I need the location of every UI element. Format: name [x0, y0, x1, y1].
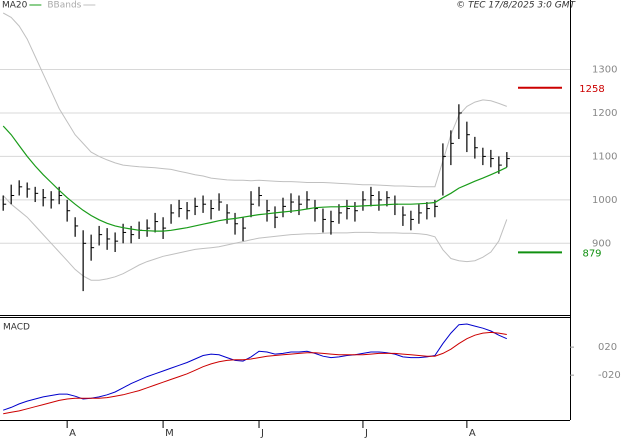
x-tick-label: J	[364, 428, 368, 439]
level-label: 879	[582, 248, 601, 259]
x-tick-label: A	[69, 428, 76, 439]
y-tick-label: 900	[592, 238, 611, 249]
y-tick-label: 1300	[592, 65, 617, 76]
y-tick-label: 1000	[592, 195, 617, 206]
credit: © TEC 17/8/2025 3:0 GMT	[456, 1, 576, 11]
y-tick-label: 1200	[592, 108, 617, 119]
x-tick-label: J	[260, 428, 264, 439]
y-tick-label: 1100	[592, 151, 617, 162]
bband-line	[2, 195, 508, 281]
level-label: 1258	[579, 84, 604, 95]
x-tick-label: A	[469, 428, 476, 439]
macd-line	[3, 331, 507, 415]
x-tick-label: M	[165, 428, 174, 439]
y-tick-label: -020	[598, 370, 621, 381]
y-tick-label: 020	[598, 342, 617, 353]
ma-line	[2, 125, 508, 232]
legend-label: MA20	[2, 1, 28, 11]
panel-title: MACD	[3, 323, 30, 333]
legend-label: BBands	[47, 1, 81, 11]
bband-line	[2, 12, 507, 188]
